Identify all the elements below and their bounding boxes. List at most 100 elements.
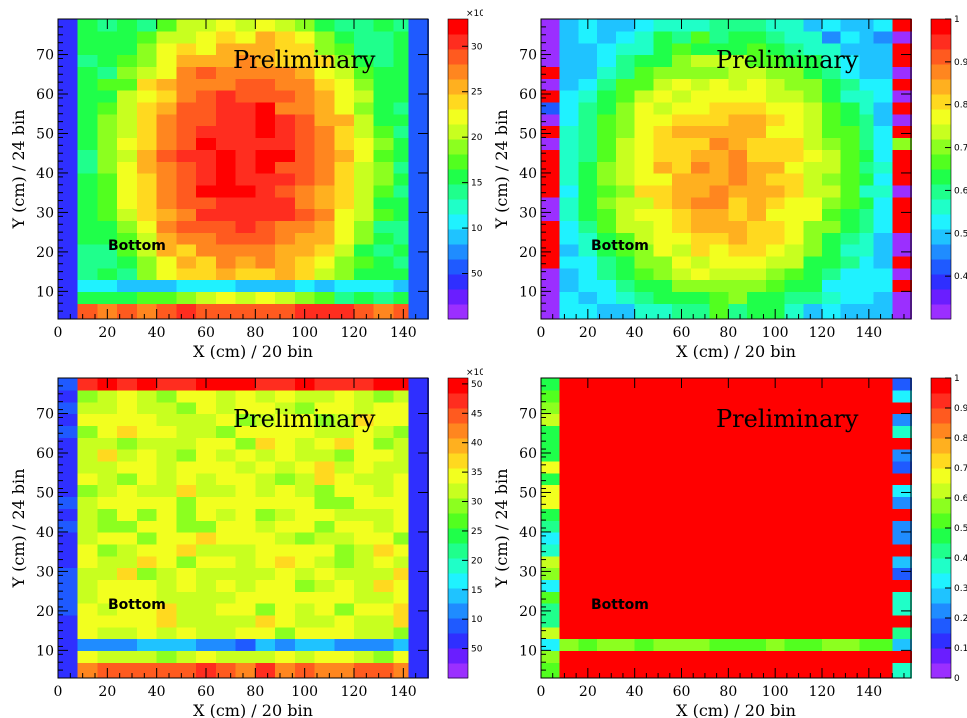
heatmap-cell — [541, 149, 561, 162]
heatmap-cell — [255, 303, 276, 320]
heatmap-cell — [578, 172, 598, 186]
heatmap-cell — [235, 401, 257, 415]
heatmap-cell — [314, 19, 336, 32]
heatmap-cell — [615, 137, 636, 150]
heatmap-cell — [408, 184, 429, 198]
heatmap-cell — [690, 425, 711, 438]
heatmap-cell — [393, 460, 409, 474]
heatmap-cell — [176, 614, 197, 628]
heatmap-cell — [275, 378, 296, 391]
heatmap-cell — [765, 54, 786, 68]
heatmap-cell — [354, 101, 375, 115]
heatmap-cell — [235, 66, 257, 79]
heatmap-cell — [294, 220, 316, 233]
heatmap-cell — [559, 650, 580, 663]
heatmap-cell — [294, 172, 316, 186]
color-scale-swatch — [448, 498, 468, 514]
heatmap-cell — [235, 543, 257, 557]
heatmap-cell — [634, 662, 655, 679]
heatmap-cell — [859, 472, 875, 486]
color-scale-swatch — [931, 244, 951, 260]
heatmap-cell — [803, 389, 823, 403]
heatmap-cell — [334, 567, 355, 580]
heatmap-cell — [597, 425, 617, 438]
heatmap-cell — [255, 543, 276, 557]
heatmap-cell — [672, 172, 692, 186]
heatmap-cell — [728, 101, 748, 115]
heatmap-cell — [728, 484, 748, 498]
heatmap-cell — [578, 626, 598, 640]
heatmap-cell — [672, 30, 692, 44]
heatmap-cell — [235, 125, 257, 139]
heatmap-cell — [334, 30, 355, 44]
heatmap-cell — [275, 137, 296, 150]
heatmap-cell — [156, 244, 178, 257]
heatmap-cell — [672, 484, 692, 498]
heatmap-cell — [728, 626, 748, 640]
heatmap-cell — [117, 149, 138, 162]
heatmap-cell — [275, 255, 296, 269]
heatmap-cell — [803, 267, 823, 281]
heatmap-cell — [803, 496, 823, 509]
heatmap-cell — [653, 172, 673, 186]
heatmap-cell — [196, 425, 217, 438]
heatmap-cell — [747, 531, 767, 545]
heatmap-cell — [653, 54, 673, 68]
color-scale-swatch — [448, 79, 468, 95]
heatmap-cell — [294, 208, 316, 221]
heatmap-cell — [541, 425, 561, 438]
heatmap-cell — [873, 255, 894, 269]
heatmap-cell — [77, 42, 99, 56]
heatmap-cell — [354, 291, 375, 304]
heatmap-cell — [77, 137, 99, 150]
heatmap-cell — [728, 172, 748, 186]
heatmap-cell — [859, 255, 875, 269]
heatmap-cell — [541, 413, 561, 427]
heatmap-cell — [653, 184, 673, 198]
heatmap-cell — [840, 378, 861, 391]
heatmap-cell — [765, 567, 786, 580]
heatmap-cell — [215, 303, 237, 320]
heatmap-cell — [97, 54, 118, 68]
heatmap-cell — [541, 531, 561, 545]
heatmap-cell — [373, 208, 395, 221]
heatmap-cell — [690, 579, 711, 592]
heatmap-cell — [215, 591, 237, 604]
heatmap-cell — [634, 520, 655, 533]
heatmap-cell — [784, 184, 805, 198]
heatmap-cell — [803, 591, 823, 604]
heatmap-cell — [859, 137, 875, 150]
heatmap-cell — [354, 267, 375, 281]
heatmap-cell — [196, 472, 217, 486]
heatmap-cell — [541, 437, 561, 450]
heatmap-cell — [275, 579, 296, 592]
heatmap-cell — [294, 232, 316, 245]
heatmap-cell — [690, 161, 711, 174]
heatmap-cell — [578, 30, 598, 44]
heatmap-cell — [784, 401, 805, 415]
heatmap-cell — [541, 196, 561, 210]
heatmap-cell — [559, 208, 580, 221]
heatmap-cell — [275, 472, 296, 486]
heatmap-cell — [373, 520, 395, 533]
heatmap-cell — [840, 267, 861, 281]
heatmap-cell — [803, 425, 823, 438]
heatmap-cell — [690, 125, 711, 139]
heatmap-cell — [334, 303, 355, 320]
heatmap-cell — [117, 579, 138, 592]
heatmap-cell — [235, 255, 257, 269]
heatmap-cell — [275, 449, 296, 462]
heatmap-cell — [728, 184, 748, 198]
heatmap-cell — [634, 172, 655, 186]
heatmap-cell — [393, 437, 409, 450]
heatmap-cell — [393, 184, 409, 198]
heatmap-cell — [235, 137, 257, 150]
heatmap-cell — [709, 614, 730, 628]
heatmap-cell — [77, 291, 99, 304]
heatmap-cell — [803, 161, 823, 174]
heatmap-cell — [709, 279, 730, 293]
heatmap-cell — [765, 626, 786, 640]
z-tick-label: 350 — [471, 468, 483, 478]
heatmap-cell — [176, 220, 197, 233]
heatmap-cell — [653, 484, 673, 498]
